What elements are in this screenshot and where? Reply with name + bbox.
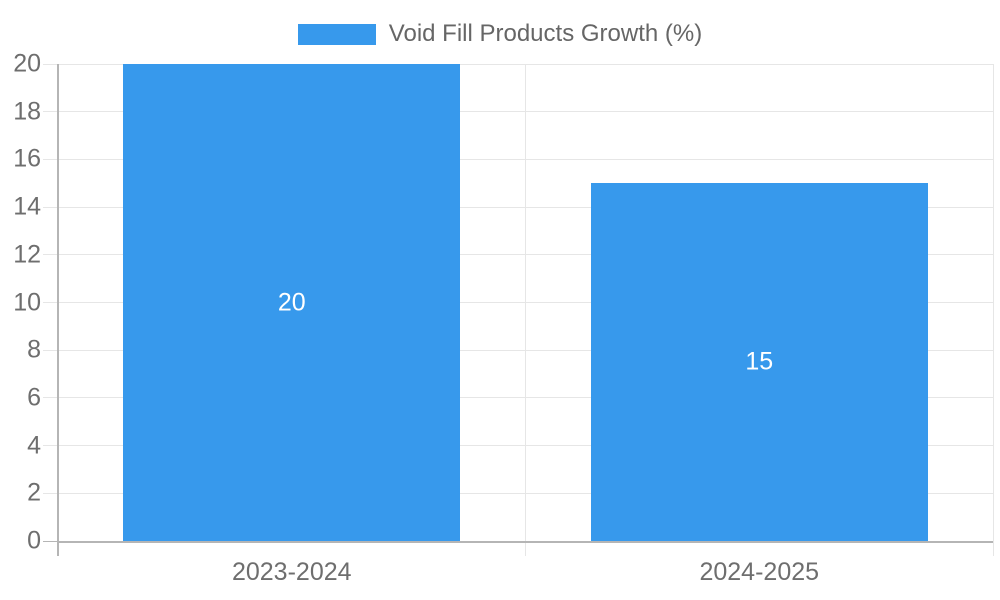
y-axis-tick	[43, 158, 58, 160]
y-axis-tick	[43, 397, 58, 399]
y-axis-tick	[43, 206, 58, 208]
bar[interactable]	[590, 183, 928, 541]
y-tick-label: 14	[13, 192, 41, 221]
y-axis-tick	[43, 302, 58, 303]
x-tick-label: 2023-2024	[231, 558, 352, 586]
y-tick-label: 10	[13, 288, 41, 316]
bar[interactable]	[123, 64, 461, 541]
x-gridline	[992, 64, 994, 556]
x-tick-label: 2024-2025	[699, 558, 820, 586]
y-axis-tick	[43, 111, 58, 113]
y-tick-label: 16	[13, 144, 41, 173]
y-axis-tick	[43, 445, 58, 447]
y-tick-label: 6	[27, 383, 41, 412]
y-tick-label: 2	[27, 478, 41, 507]
y-axis-tick	[43, 540, 58, 542]
y-axis-tick	[43, 254, 58, 256]
y-tick-label: 20	[13, 49, 41, 78]
y-tick-label: 18	[13, 97, 41, 126]
y-axis-tick	[43, 349, 58, 351]
y-tick-label: 12	[13, 240, 41, 269]
x-axis-line	[58, 541, 993, 543]
bar-value-label: 20	[277, 288, 306, 316]
x-gridline	[525, 64, 526, 556]
bar-value-label: 15	[745, 347, 774, 376]
y-tick-label: 0	[27, 526, 41, 555]
legend-swatch	[297, 23, 376, 45]
y-axis-tick	[43, 63, 58, 65]
y-tick-label: 8	[27, 335, 41, 364]
y-tick-label: 4	[27, 431, 41, 460]
y-axis-line	[57, 64, 59, 556]
legend-label: Void Fill Products Growth (%)	[388, 20, 703, 47]
y-axis-tick	[43, 492, 58, 494]
legend[interactable]: Void Fill Products Growth (%)	[0, 20, 1000, 48]
